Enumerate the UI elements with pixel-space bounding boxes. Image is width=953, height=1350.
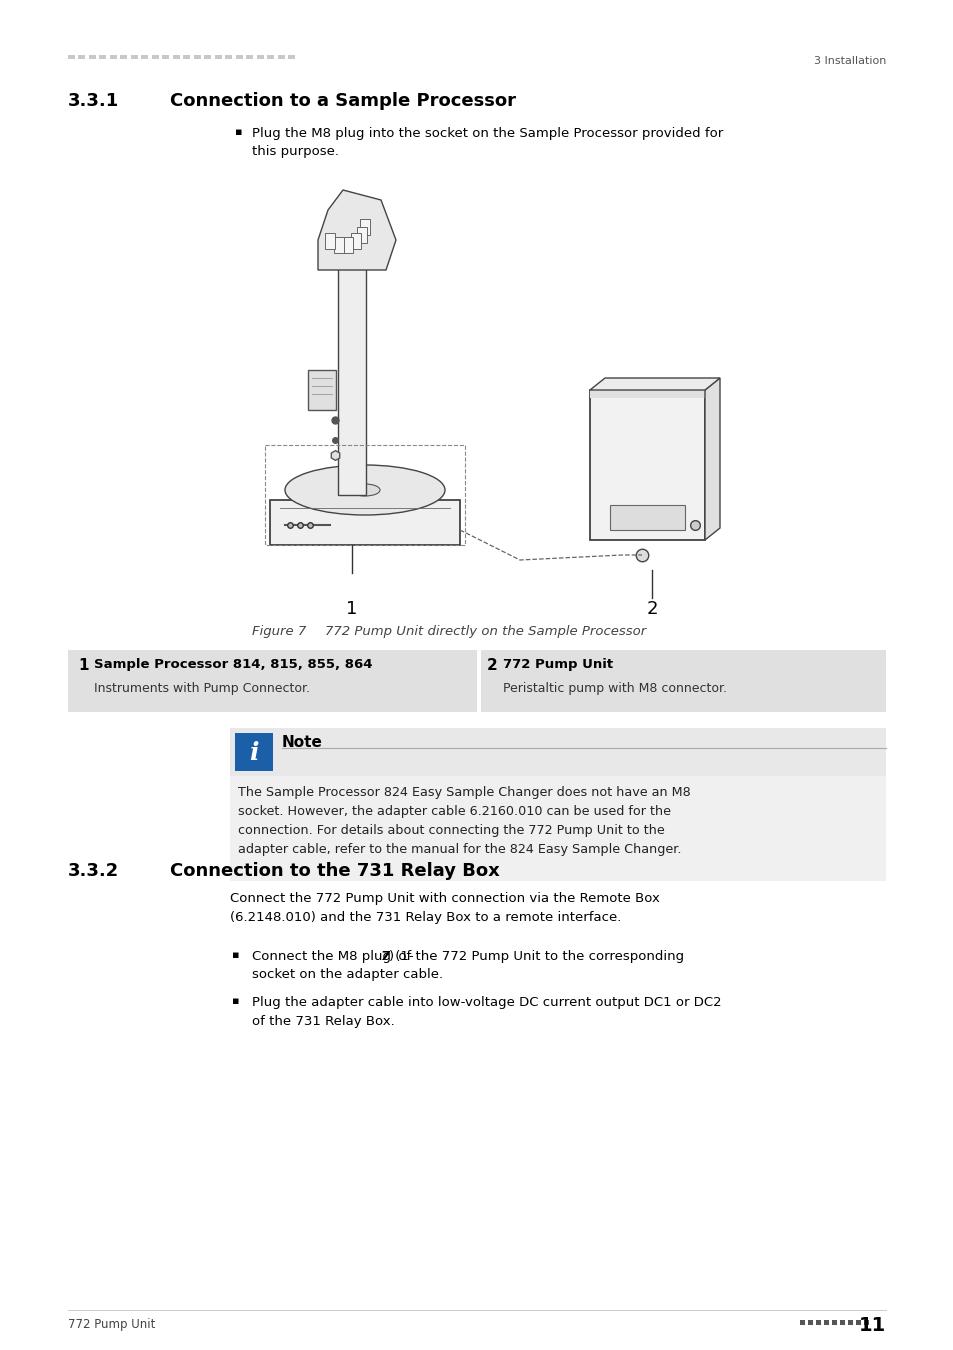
Ellipse shape — [350, 485, 379, 495]
Text: Connection to the 731 Relay Box: Connection to the 731 Relay Box — [170, 863, 499, 880]
Text: 2: 2 — [486, 657, 497, 674]
Bar — [325, 234, 335, 250]
Text: Plug the adapter cable into low-voltage DC current output DC1 or DC2
of the 731 : Plug the adapter cable into low-voltage … — [252, 996, 720, 1027]
Text: 3.3.1: 3.3.1 — [68, 92, 119, 109]
Bar — [120, 55, 128, 59]
Bar — [589, 390, 704, 398]
Text: 11: 11 — [858, 1316, 885, 1335]
Bar — [831, 1320, 836, 1324]
Bar — [265, 446, 464, 545]
Text: 772 Pump Unit: 772 Pump Unit — [502, 657, 613, 671]
Bar — [800, 1320, 804, 1324]
Text: Connect the M8 plug (1-: Connect the M8 plug (1- — [252, 950, 414, 963]
Text: ▪: ▪ — [232, 996, 239, 1006]
Text: Sample Processor 814, 815, 855, 864: Sample Processor 814, 815, 855, 864 — [94, 657, 372, 671]
Text: Note: Note — [282, 734, 322, 751]
Bar — [351, 234, 360, 250]
Bar — [288, 55, 295, 59]
Text: ▪: ▪ — [234, 127, 242, 136]
Text: Figure 7: Figure 7 — [252, 625, 306, 639]
Bar — [225, 55, 233, 59]
Text: 7: 7 — [380, 950, 390, 963]
Text: The Sample Processor 824 Easy Sample Changer does not have an M8
socket. However: The Sample Processor 824 Easy Sample Cha… — [237, 786, 690, 856]
Bar — [68, 649, 885, 711]
Text: Plug the M8 plug into the socket on the Sample Processor provided for
this purpo: Plug the M8 plug into the socket on the … — [252, 127, 722, 158]
Text: ) of the 772 Pump Unit to the corresponding: ) of the 772 Pump Unit to the correspond… — [389, 950, 683, 963]
Bar — [89, 55, 96, 59]
Bar — [863, 1320, 868, 1324]
Bar — [855, 1320, 861, 1324]
Text: 772 Pump Unit directly on the Sample Processor: 772 Pump Unit directly on the Sample Pro… — [308, 625, 645, 639]
Text: 2: 2 — [645, 599, 657, 618]
Bar — [152, 55, 159, 59]
Bar — [204, 55, 212, 59]
Bar — [337, 220, 366, 495]
Polygon shape — [704, 378, 720, 540]
Bar — [334, 236, 343, 252]
Bar — [235, 55, 243, 59]
Bar — [823, 1320, 828, 1324]
Text: 3.3.2: 3.3.2 — [68, 863, 119, 880]
Bar — [246, 55, 253, 59]
Bar — [131, 55, 138, 59]
Bar — [359, 219, 370, 235]
Bar — [234, 733, 273, 771]
Bar — [267, 55, 274, 59]
Text: Peristaltic pump with M8 connector.: Peristaltic pump with M8 connector. — [502, 682, 726, 695]
Bar — [270, 500, 459, 545]
Bar — [356, 227, 367, 243]
Bar — [214, 55, 222, 59]
Bar — [342, 236, 353, 252]
Bar — [78, 55, 86, 59]
Text: i: i — [249, 741, 258, 765]
Bar — [277, 55, 285, 59]
Text: Instruments with Pump Connector.: Instruments with Pump Connector. — [94, 682, 310, 695]
Bar — [110, 55, 117, 59]
Bar — [308, 370, 335, 410]
Bar — [840, 1320, 844, 1324]
Text: Connection to a Sample Processor: Connection to a Sample Processor — [170, 92, 516, 109]
Bar — [183, 55, 191, 59]
Text: 3 Installation: 3 Installation — [813, 55, 885, 66]
Text: Connect the 772 Pump Unit with connection via the Remote Box
(6.2148.010) and th: Connect the 772 Pump Unit with connectio… — [230, 892, 659, 923]
Bar — [99, 55, 107, 59]
Bar — [609, 505, 684, 531]
Bar — [256, 55, 264, 59]
Text: 1: 1 — [346, 599, 357, 618]
Bar — [589, 390, 704, 540]
Bar — [193, 55, 201, 59]
Ellipse shape — [285, 464, 444, 514]
Text: socket on the adapter cable.: socket on the adapter cable. — [252, 968, 442, 981]
Bar — [847, 1320, 852, 1324]
Bar — [230, 728, 885, 776]
Text: 1: 1 — [78, 657, 89, 674]
Bar — [162, 55, 170, 59]
Bar — [476, 649, 480, 711]
Polygon shape — [589, 378, 720, 390]
Text: ▪: ▪ — [232, 950, 239, 960]
Bar — [807, 1320, 812, 1324]
Bar — [141, 55, 149, 59]
Text: 772 Pump Unit: 772 Pump Unit — [68, 1318, 155, 1331]
Bar — [68, 55, 75, 59]
Bar — [815, 1320, 821, 1324]
Polygon shape — [317, 190, 395, 270]
Bar — [172, 55, 180, 59]
Bar — [230, 776, 885, 882]
